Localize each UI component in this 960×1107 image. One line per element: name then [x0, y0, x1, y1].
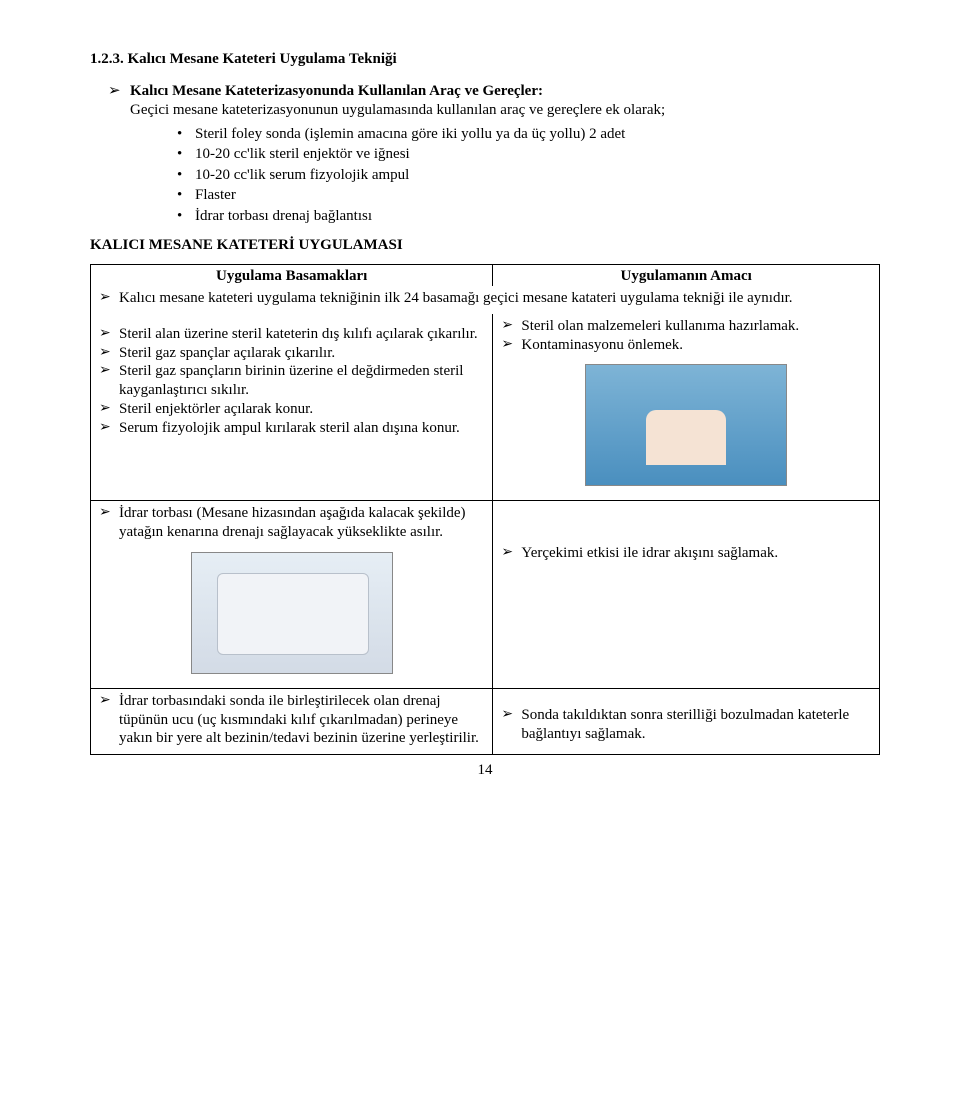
intro-desc: Geçici mesane kateterizasyonunun uygulam…: [130, 102, 665, 118]
table-title: KALICI MESANE KATETERİ UYGULAMASI: [90, 236, 880, 256]
bullet-item: Flaster: [195, 186, 880, 206]
purpose-item: Yerçekimi etkisi ile idrar akışını sağla…: [521, 544, 873, 563]
bullet-item: 10-20 cc'lik steril enjektör ve iğnesi: [195, 145, 880, 165]
purpose-item: Steril olan malzemeleri kullanıma hazırl…: [521, 317, 873, 336]
step-item: İdrar torbasındaki sonda ile birleştiril…: [119, 692, 486, 748]
intro-arrow-item: Kalıcı Mesane Kateterizasyonunda Kullanı…: [130, 82, 880, 121]
bullet-item: İdrar torbası drenaj bağlantısı: [195, 207, 880, 227]
image-urine-bag: [191, 552, 393, 674]
table-row-3: İdrar torbası (Mesane hizasından aşağıda…: [91, 501, 880, 689]
intro-title: Kalıcı Mesane Kateterizasyonunda Kullanı…: [130, 83, 543, 99]
table-row-4: İdrar torbasındaki sonda ile birleştiril…: [91, 688, 880, 754]
image-catheter-hands: [585, 364, 787, 486]
step-item: Steril gaz spançların birinin üzerine el…: [119, 362, 486, 400]
th-purpose: Uygulamanın Amacı: [493, 264, 880, 286]
page-number: 14: [90, 761, 880, 781]
table-row-2: Steril alan üzerine steril kateterin dış…: [91, 314, 880, 501]
intro-arrow-list: Kalıcı Mesane Kateterizasyonunda Kullanı…: [90, 82, 880, 121]
bullet-item: 10-20 cc'lik serum fizyolojik ampul: [195, 166, 880, 186]
table-header-row: Uygulama Basamakları Uygulamanın Amacı: [91, 264, 880, 286]
purpose-item: Kontaminasyonu önlemek.: [521, 336, 873, 355]
step-item: İdrar torbası (Mesane hizasından aşağıda…: [119, 504, 486, 542]
section-heading: 1.2.3. Kalıcı Mesane Kateteri Uygulama T…: [90, 50, 880, 70]
table-row-1: Kalıcı mesane kateteri uygulama tekniğin…: [91, 286, 880, 314]
step-item: Serum fizyolojik ampul kırılarak steril …: [119, 419, 486, 438]
purpose-item: Sonda takıldıktan sonra sterilliği bozul…: [521, 706, 873, 744]
step-item: Steril alan üzerine steril kateterin dış…: [119, 325, 486, 344]
bullet-item: Steril foley sonda (işlemin amacına göre…: [195, 125, 880, 145]
step-item: Steril gaz spançlar açılarak çıkarılır.: [119, 344, 486, 363]
row1-text: Kalıcı mesane kateteri uygulama tekniğin…: [119, 289, 873, 308]
intro-bullet-list: Steril foley sonda (işlemin amacına göre…: [90, 125, 880, 227]
step-item: Steril enjektörler açılarak konur.: [119, 400, 486, 419]
th-steps: Uygulama Basamakları: [91, 264, 493, 286]
procedure-table: Uygulama Basamakları Uygulamanın Amacı K…: [90, 264, 880, 756]
